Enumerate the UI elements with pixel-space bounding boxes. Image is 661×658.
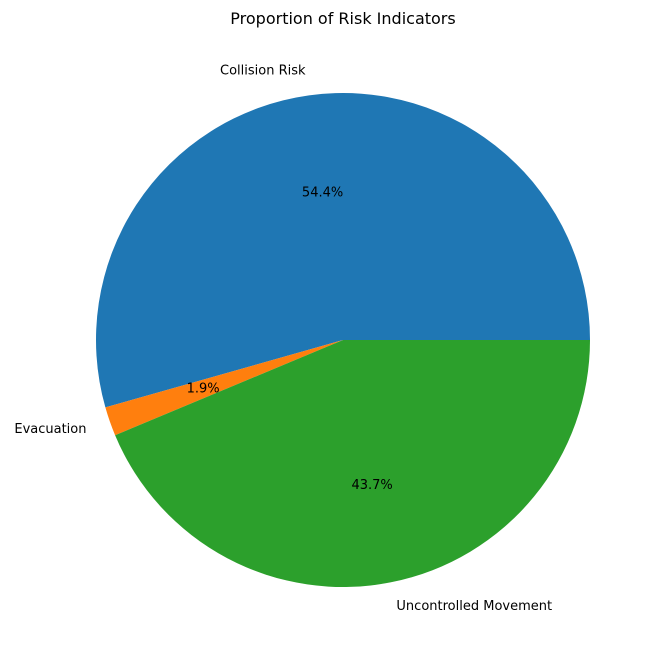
slice-percent-evacuation: 1.9%	[187, 381, 220, 396]
slice-label-evacuation: Evacuation	[14, 422, 86, 437]
pie-slice-uncontrolled-movement	[115, 340, 591, 587]
slice-label-collision-risk: Collision Risk	[220, 63, 306, 78]
labels-layer: Collision Risk 54.4% Evacuation 1.9% Uncontr…	[14, 63, 552, 614]
slice-percent-uncontrolled-movement: 43.7%	[351, 478, 392, 493]
pie-slice-evacuation	[105, 340, 343, 436]
slices-layer	[95, 92, 591, 587]
slice-label-uncontrolled-movement: Uncontrolled Movement	[396, 599, 552, 614]
slice-percent-collision-risk: 54.4%	[302, 186, 343, 201]
chart-title: Proportion of Risk Indicators	[230, 9, 455, 28]
pie-slice-collision-risk	[95, 92, 591, 408]
